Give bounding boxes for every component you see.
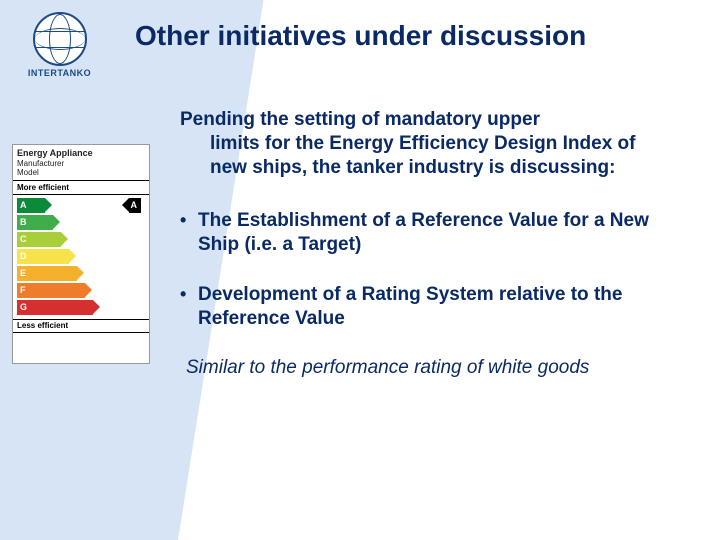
globe-icon: [33, 12, 87, 66]
energy-bar-letter: E: [20, 268, 26, 278]
energy-bar: B: [17, 215, 53, 230]
energy-bar-letter: A: [20, 200, 27, 210]
slide-title: Other initiatives under discussion: [135, 20, 700, 52]
closing-line: Similar to the performance rating of whi…: [180, 356, 670, 380]
logo-text: INTERTANKO: [12, 68, 107, 78]
energy-label-more-efficient: More efficient: [13, 181, 149, 195]
energy-label-less-efficient: Less efficient: [13, 319, 149, 333]
energy-bar-row: F: [17, 283, 145, 298]
energy-bar: G: [17, 300, 93, 315]
bullet-item: • The Establishment of a Reference Value…: [180, 209, 670, 257]
bullet-dot-icon: •: [180, 283, 198, 331]
energy-bar-letter: C: [20, 234, 27, 244]
energy-bar-letter: D: [20, 251, 27, 261]
intertanko-logo: INTERTANKO: [12, 12, 107, 78]
energy-bar-row: D: [17, 249, 145, 264]
slide-body: Pending the setting of mandatory upper l…: [180, 108, 670, 380]
energy-bar: E: [17, 266, 77, 281]
intro-line1: Pending the setting of mandatory upper: [180, 109, 540, 130]
energy-bar-row: C: [17, 232, 145, 247]
energy-bar-row: B: [17, 215, 145, 230]
energy-bar-letter: G: [20, 302, 27, 312]
bullet-text: Development of a Rating System relative …: [198, 283, 670, 331]
energy-bar-row: AA: [17, 198, 145, 213]
energy-label-bars: AABCDEFG: [13, 195, 149, 319]
bullet-text: The Establishment of a Reference Value f…: [198, 209, 670, 257]
energy-bar: F: [17, 283, 85, 298]
bullet-dot-icon: •: [180, 209, 198, 257]
energy-bar: A: [17, 198, 45, 213]
bullet-item: • Development of a Rating System relativ…: [180, 283, 670, 331]
energy-bar-letter: B: [20, 217, 27, 227]
intro-rest: limits for the Energy Efficiency Design …: [180, 132, 670, 180]
energy-bar-row: E: [17, 266, 145, 281]
energy-bar: D: [17, 249, 69, 264]
energy-pointer: A: [129, 198, 142, 213]
energy-bar: C: [17, 232, 61, 247]
energy-bar-letter: F: [20, 285, 26, 295]
energy-label-footer: [13, 333, 149, 369]
energy-rating-label: Energy Appliance Manufacturer Model More…: [12, 144, 150, 364]
energy-bar-row: G: [17, 300, 145, 315]
intro-paragraph: Pending the setting of mandatory upper l…: [180, 108, 670, 179]
energy-label-header: Energy Appliance Manufacturer Model: [13, 145, 149, 181]
